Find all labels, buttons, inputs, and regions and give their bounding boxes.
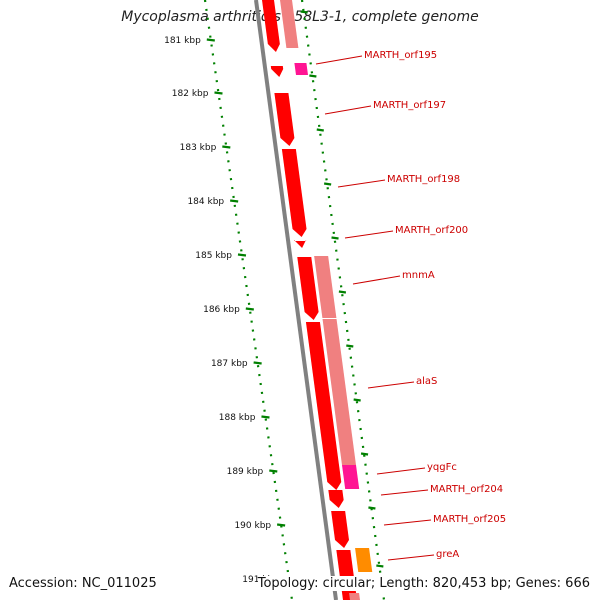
gene-block-light: [314, 256, 337, 318]
outer-ruler-dash: [331, 236, 339, 240]
gene-block: [297, 257, 319, 320]
tick-label: 187 kbp: [211, 359, 248, 369]
outer-ruler-dash: [316, 128, 324, 132]
outer-ruler-dash: [368, 506, 376, 510]
gene-label: MARTH_orf205: [433, 514, 506, 525]
tick-mark: [214, 91, 223, 95]
gene-block: [336, 550, 357, 600]
outer-ruler-dash: [376, 564, 384, 568]
gene-label: MARTH_orf204: [430, 484, 503, 495]
tick-label: 181 kbp: [164, 36, 201, 46]
tick-label: 183 kbp: [180, 143, 217, 153]
tick-mark: [245, 307, 254, 311]
gene-label: greA: [436, 549, 459, 560]
gene-label-leader: [380, 489, 429, 496]
outer-ruler-dash: [353, 398, 361, 402]
tick-mark: [206, 38, 215, 42]
gene-label: alaS: [416, 376, 437, 387]
outer-ruler-dash: [338, 290, 347, 294]
tick-mark: [261, 415, 270, 419]
rna-block: [294, 63, 308, 75]
gene-label-leader: [352, 275, 401, 285]
gene-block: [281, 149, 307, 237]
gene-label: MARTH_orf197: [373, 100, 446, 111]
orange-block: [355, 548, 373, 572]
gene-block-light: [280, 0, 299, 48]
gene-label-leader: [324, 105, 372, 115]
gene-label-leader: [344, 230, 394, 239]
gene-block: [294, 240, 307, 248]
accession-text: Accession: NC_011025: [9, 576, 157, 591]
gene-block: [270, 66, 284, 77]
tick-mark: [230, 199, 239, 203]
outer-ruler-dash: [300, 10, 308, 14]
tick-label: 185 kbp: [195, 251, 232, 261]
gene-label-leader: [315, 55, 363, 65]
gene-label-leader: [367, 381, 415, 389]
gene-label: yqgFc: [427, 462, 457, 473]
tick-mark: [237, 253, 247, 257]
gene-label-leader: [383, 519, 432, 526]
tick-mark: [222, 145, 231, 149]
gene-label-leader: [337, 179, 386, 188]
gene-block: [331, 511, 349, 548]
genome-backbone: [254, 0, 338, 600]
outer-ruler-dash: [323, 182, 332, 186]
tick-label: 186 kbp: [203, 305, 240, 315]
tick-label: 188 kbp: [219, 413, 256, 423]
gene-block: [274, 93, 295, 146]
tick-label: 184 kbp: [187, 197, 224, 207]
tick-mark: [276, 523, 286, 527]
rna-block: [342, 465, 360, 489]
gene-label-leader: [376, 467, 426, 475]
tick-label: 189 kbp: [227, 467, 264, 477]
outer-ruler-dash: [309, 74, 317, 78]
gene-label: mnmA: [402, 270, 435, 281]
topology-text: Topology: circular; Length: 820,453 bp; …: [257, 576, 590, 591]
gene-label: MARTH_orf200: [395, 225, 468, 236]
gene-block: [262, 0, 280, 52]
map-title: Mycoplasma arthritidis 158L3-1, complete…: [121, 9, 479, 25]
outer-ruler-dash: [346, 344, 354, 348]
tick-label: 190 kbp: [234, 521, 271, 531]
gene-block: [325, 465, 342, 490]
tick-mark: [253, 361, 262, 365]
tick-label: 182 kbp: [172, 89, 209, 99]
tick-mark: [269, 469, 278, 473]
gene-block-light: [349, 593, 360, 600]
outer-ruler-dots: [300, 0, 386, 600]
gene-label: MARTH_orf198: [387, 174, 460, 185]
gene-block-light: [322, 319, 356, 465]
outer-ruler-dash: [360, 452, 369, 456]
gene-block: [305, 322, 339, 465]
gene-label: MARTH_orf195: [364, 50, 437, 61]
gene-block: [328, 490, 344, 508]
inner-ruler-dots: [203, 0, 294, 600]
gene-label-leader: [387, 554, 435, 561]
